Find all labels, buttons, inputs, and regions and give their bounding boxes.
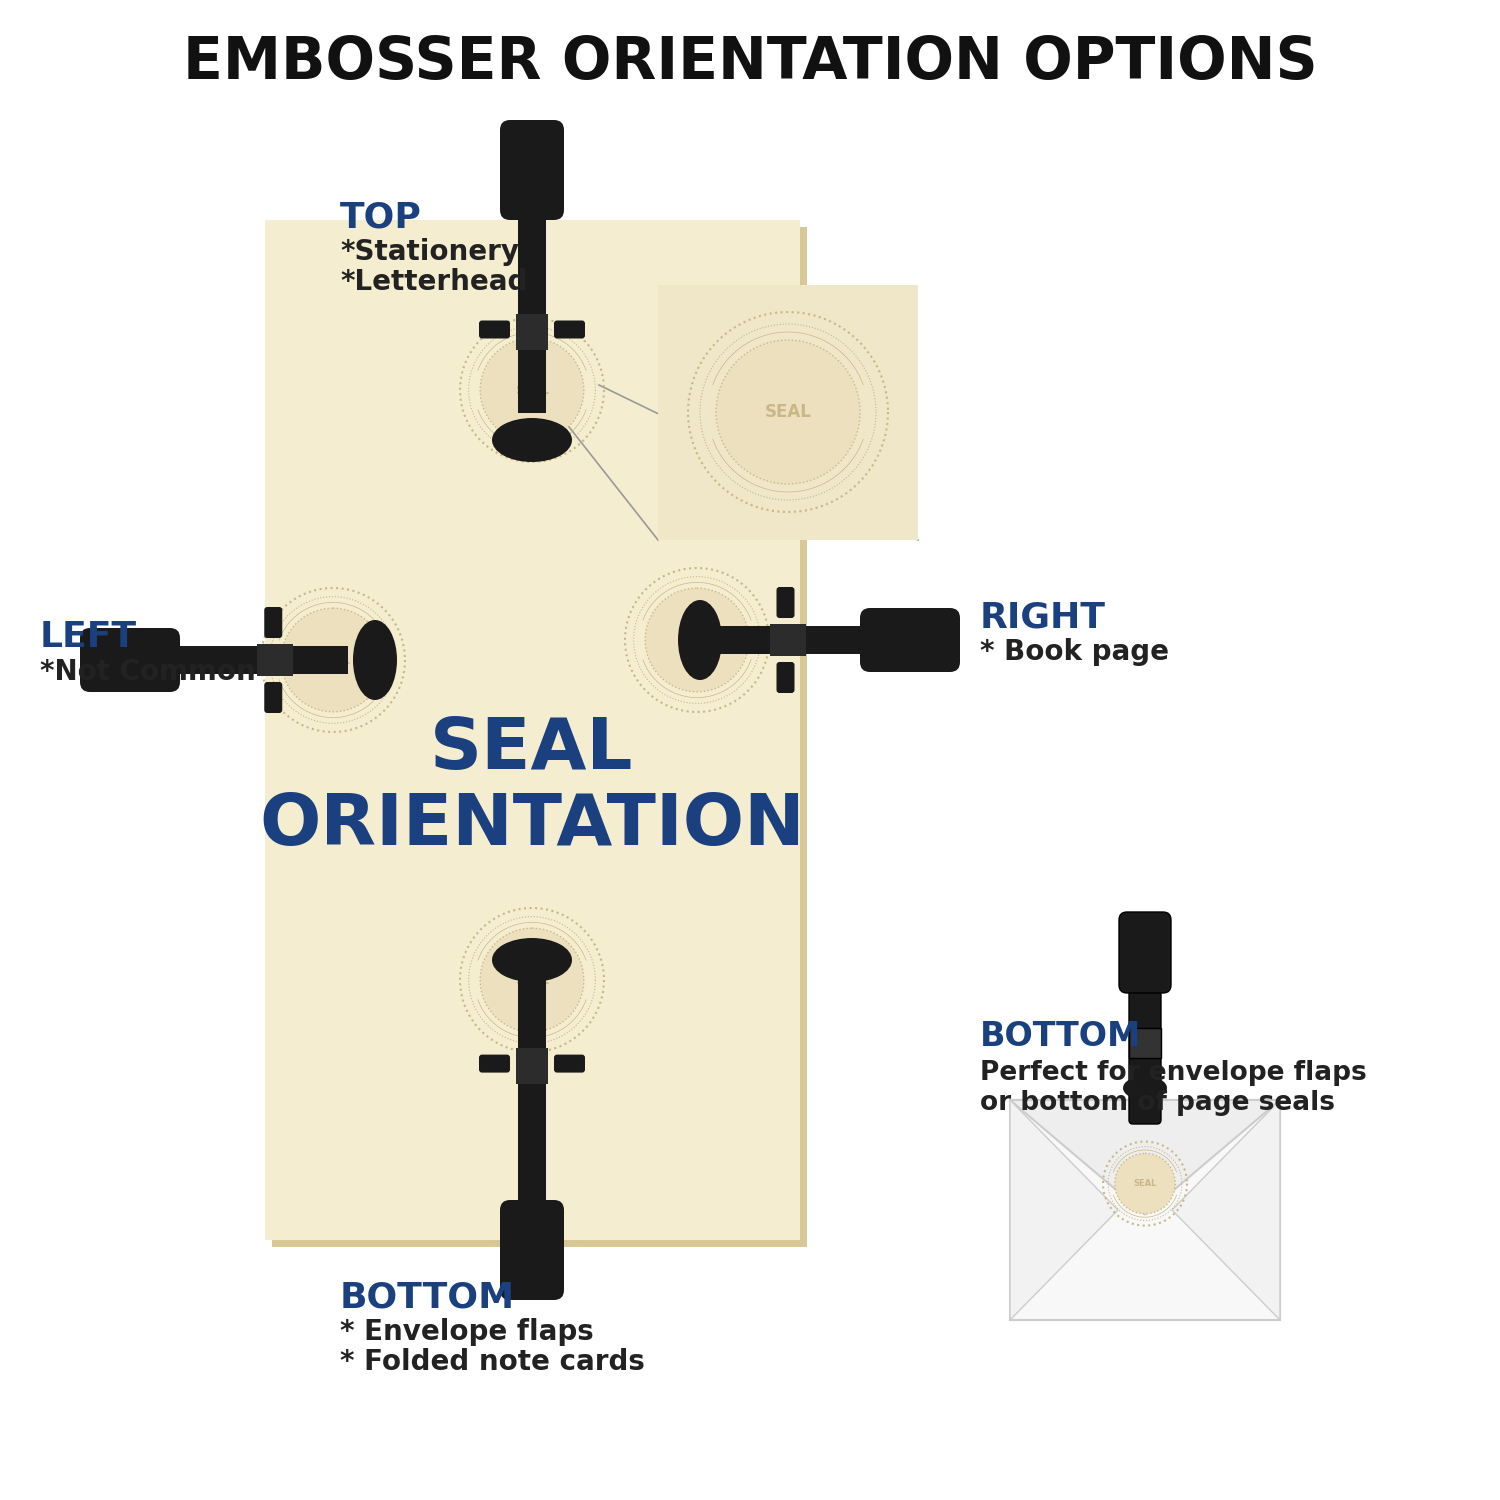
Bar	[266, 220, 800, 1240]
Circle shape	[645, 588, 748, 692]
Text: BOTTOM: BOTTOM	[980, 1020, 1142, 1053]
Ellipse shape	[492, 419, 572, 462]
FancyBboxPatch shape	[1119, 912, 1172, 993]
FancyBboxPatch shape	[500, 1200, 564, 1300]
Circle shape	[716, 340, 860, 484]
Text: SEAL: SEAL	[514, 384, 549, 396]
FancyBboxPatch shape	[500, 120, 564, 220]
FancyBboxPatch shape	[478, 1054, 510, 1072]
FancyBboxPatch shape	[516, 1047, 548, 1083]
Text: SEAL: SEAL	[765, 404, 812, 422]
Text: SEAL: SEAL	[430, 716, 633, 784]
FancyBboxPatch shape	[777, 586, 795, 618]
Text: * Folded note cards: * Folded note cards	[340, 1348, 645, 1376]
FancyBboxPatch shape	[554, 321, 585, 339]
Circle shape	[1114, 1154, 1174, 1214]
Text: * Book page: * Book page	[980, 638, 1168, 666]
FancyBboxPatch shape	[264, 682, 282, 712]
FancyBboxPatch shape	[770, 624, 806, 656]
Ellipse shape	[352, 620, 398, 701]
FancyBboxPatch shape	[554, 1054, 585, 1072]
FancyBboxPatch shape	[1130, 976, 1161, 1124]
Ellipse shape	[1124, 1076, 1167, 1100]
FancyBboxPatch shape	[516, 314, 548, 350]
FancyBboxPatch shape	[1130, 1028, 1161, 1057]
Text: or bottom of page seals: or bottom of page seals	[980, 1090, 1335, 1116]
Polygon shape	[1172, 1100, 1280, 1320]
Ellipse shape	[678, 600, 722, 680]
FancyBboxPatch shape	[859, 608, 960, 672]
FancyBboxPatch shape	[258, 644, 294, 676]
Text: Perfect for envelope flaps: Perfect for envelope flaps	[980, 1060, 1366, 1086]
Text: SEAL: SEAL	[680, 633, 714, 646]
Text: ORIENTATION: ORIENTATION	[260, 790, 806, 859]
Text: LEFT: LEFT	[40, 620, 136, 654]
Bar	[1010, 1100, 1280, 1320]
Bar	[272, 226, 807, 1246]
Text: SEAL: SEAL	[514, 974, 549, 987]
Bar	[658, 285, 918, 540]
Text: *Stationery: *Stationery	[340, 238, 519, 266]
Bar	[717, 626, 870, 654]
Text: RIGHT: RIGHT	[980, 600, 1106, 634]
Text: EMBOSSER ORIENTATION OPTIONS: EMBOSSER ORIENTATION OPTIONS	[183, 33, 1317, 90]
Ellipse shape	[492, 938, 572, 982]
FancyBboxPatch shape	[478, 321, 510, 339]
Circle shape	[280, 608, 386, 712]
Text: *Not Common: *Not Common	[40, 658, 255, 686]
Text: BOTTOM: BOTTOM	[340, 1280, 514, 1314]
Polygon shape	[1010, 1100, 1280, 1215]
FancyBboxPatch shape	[264, 608, 282, 638]
FancyBboxPatch shape	[80, 628, 180, 692]
Bar	[518, 976, 546, 1210]
Text: *Letterhead: *Letterhead	[340, 268, 528, 296]
Text: SEAL: SEAL	[1134, 1179, 1156, 1188]
Polygon shape	[1010, 1100, 1118, 1320]
Circle shape	[480, 928, 584, 1032]
Text: * Envelope flaps: * Envelope flaps	[340, 1318, 594, 1346]
FancyBboxPatch shape	[777, 662, 795, 693]
Text: SEAL: SEAL	[316, 654, 350, 666]
Bar	[518, 200, 546, 412]
Circle shape	[480, 338, 584, 442]
Bar	[160, 646, 348, 674]
Text: TOP: TOP	[340, 200, 422, 234]
